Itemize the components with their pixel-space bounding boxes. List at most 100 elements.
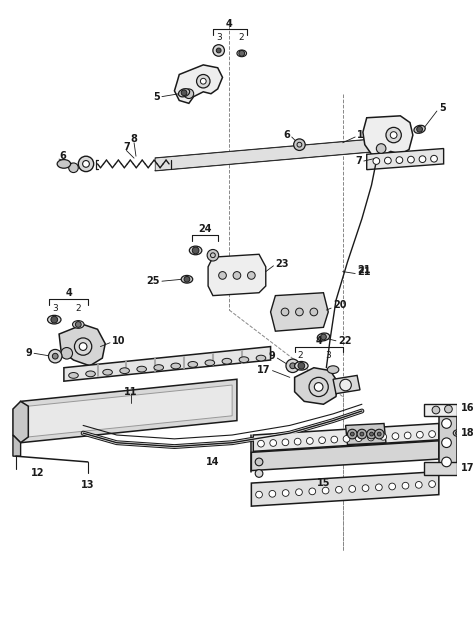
- Circle shape: [233, 272, 241, 279]
- Circle shape: [181, 90, 187, 96]
- Circle shape: [340, 379, 351, 391]
- Circle shape: [402, 482, 409, 489]
- Circle shape: [79, 343, 87, 350]
- Ellipse shape: [57, 160, 71, 168]
- Circle shape: [404, 432, 411, 439]
- Polygon shape: [174, 65, 222, 103]
- Circle shape: [309, 488, 316, 494]
- Polygon shape: [367, 149, 444, 170]
- Ellipse shape: [189, 246, 202, 255]
- Circle shape: [213, 45, 224, 56]
- Polygon shape: [439, 411, 457, 473]
- Circle shape: [310, 308, 318, 316]
- Circle shape: [362, 485, 369, 491]
- Ellipse shape: [86, 371, 95, 377]
- Circle shape: [384, 157, 391, 164]
- Circle shape: [270, 440, 276, 447]
- Circle shape: [269, 491, 276, 497]
- Circle shape: [389, 483, 395, 490]
- Text: 15: 15: [317, 478, 330, 488]
- Circle shape: [309, 378, 328, 397]
- Text: 17: 17: [461, 463, 474, 473]
- Circle shape: [367, 429, 376, 439]
- Text: 7: 7: [123, 142, 130, 152]
- Circle shape: [320, 334, 326, 340]
- Polygon shape: [363, 116, 413, 156]
- Ellipse shape: [179, 89, 190, 97]
- Polygon shape: [28, 385, 232, 437]
- Circle shape: [294, 439, 301, 445]
- Circle shape: [380, 434, 387, 440]
- Circle shape: [322, 487, 329, 494]
- Polygon shape: [13, 435, 20, 456]
- Text: 9: 9: [269, 351, 275, 361]
- Circle shape: [350, 432, 354, 436]
- Circle shape: [376, 144, 386, 154]
- Circle shape: [247, 272, 255, 279]
- Circle shape: [197, 75, 210, 88]
- Text: 21: 21: [357, 267, 371, 277]
- Circle shape: [336, 486, 342, 493]
- Circle shape: [78, 156, 94, 172]
- Ellipse shape: [73, 320, 84, 328]
- Polygon shape: [251, 441, 439, 471]
- Text: 23: 23: [275, 259, 289, 269]
- Ellipse shape: [69, 373, 78, 378]
- Text: 18: 18: [461, 428, 474, 438]
- Text: 2: 2: [298, 351, 303, 360]
- Ellipse shape: [453, 430, 463, 437]
- Ellipse shape: [103, 369, 112, 375]
- Ellipse shape: [295, 361, 308, 370]
- Text: 17: 17: [257, 364, 271, 374]
- Text: 9: 9: [26, 348, 32, 358]
- Polygon shape: [64, 346, 271, 381]
- Circle shape: [48, 350, 62, 363]
- Polygon shape: [208, 254, 266, 295]
- Circle shape: [255, 470, 263, 477]
- Text: 12: 12: [31, 468, 45, 478]
- Circle shape: [356, 435, 362, 442]
- Circle shape: [282, 439, 289, 446]
- Ellipse shape: [188, 361, 198, 367]
- Text: 3: 3: [52, 304, 58, 313]
- Circle shape: [415, 481, 422, 488]
- Circle shape: [442, 419, 451, 429]
- Text: 6: 6: [283, 130, 290, 140]
- Circle shape: [201, 78, 206, 84]
- Text: 3: 3: [325, 351, 331, 360]
- Text: 4: 4: [65, 288, 72, 298]
- Ellipse shape: [137, 366, 146, 372]
- Circle shape: [417, 126, 422, 132]
- Circle shape: [257, 440, 264, 447]
- Circle shape: [445, 405, 452, 413]
- Polygon shape: [271, 293, 328, 331]
- Text: 25: 25: [146, 276, 160, 286]
- Polygon shape: [346, 424, 386, 445]
- Text: 21: 21: [357, 264, 371, 275]
- Circle shape: [432, 406, 440, 414]
- Polygon shape: [253, 424, 439, 452]
- Text: 22: 22: [338, 336, 351, 346]
- Ellipse shape: [239, 357, 249, 363]
- Circle shape: [417, 432, 423, 438]
- Circle shape: [75, 322, 81, 327]
- Ellipse shape: [317, 333, 329, 341]
- Circle shape: [319, 437, 326, 443]
- Circle shape: [290, 363, 296, 369]
- Text: 8: 8: [131, 134, 137, 144]
- Circle shape: [368, 434, 374, 441]
- Circle shape: [428, 430, 436, 437]
- Circle shape: [74, 338, 92, 355]
- Circle shape: [281, 308, 289, 316]
- Circle shape: [360, 432, 364, 436]
- Circle shape: [296, 308, 303, 316]
- Circle shape: [69, 163, 78, 172]
- Ellipse shape: [205, 360, 215, 366]
- Circle shape: [286, 359, 300, 373]
- Circle shape: [296, 489, 302, 496]
- Circle shape: [377, 432, 381, 436]
- Circle shape: [419, 156, 426, 162]
- Circle shape: [51, 317, 58, 323]
- Circle shape: [294, 139, 305, 151]
- Text: 11: 11: [125, 387, 138, 397]
